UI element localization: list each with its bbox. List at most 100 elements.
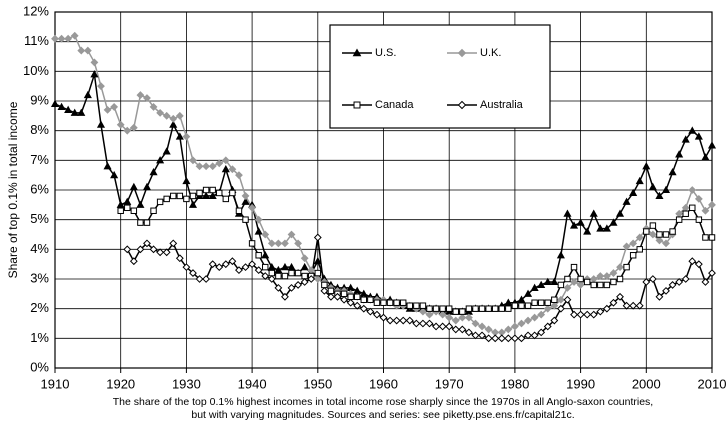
data-point [340, 295, 348, 304]
data-point [497, 334, 506, 343]
data-point [465, 305, 473, 312]
data-point [288, 269, 295, 277]
legend-label: Australia [480, 99, 524, 111]
data-point [635, 301, 644, 310]
data-point [590, 281, 597, 289]
data-point [110, 170, 119, 179]
data-point [235, 266, 243, 275]
legend-marker [457, 100, 467, 110]
data-point [188, 200, 198, 208]
data-point [537, 299, 545, 306]
data-point [70, 108, 79, 116]
data-point [524, 331, 532, 340]
data-point [248, 240, 256, 247]
data-point [196, 189, 203, 197]
data-point [530, 313, 539, 322]
data-point [208, 260, 217, 269]
data-point [77, 108, 86, 116]
data-point [83, 90, 92, 99]
data-point [459, 308, 466, 315]
data-point [662, 286, 670, 295]
data-point [485, 305, 492, 312]
data-point [90, 58, 99, 67]
data-point [504, 298, 513, 306]
data-point [248, 203, 257, 212]
data-point [129, 123, 138, 132]
data-point [438, 322, 447, 331]
data-point [169, 114, 178, 123]
data-point [136, 91, 145, 99]
data-point [655, 191, 664, 199]
data-point [543, 322, 552, 331]
data-point [702, 234, 709, 241]
data-point [64, 34, 73, 43]
data-point [518, 302, 525, 309]
data-point [569, 221, 579, 229]
data-point [465, 328, 473, 337]
data-point [313, 256, 322, 265]
data-point [367, 296, 374, 303]
data-point [432, 322, 440, 331]
x-tick-label: 1910 [41, 376, 70, 391]
data-point [471, 331, 480, 340]
y-axis-label: Share of top 0.1% in total income [6, 101, 20, 278]
data-point [359, 304, 368, 313]
data-point [708, 200, 716, 209]
data-point [648, 230, 657, 239]
data-point [426, 305, 433, 312]
data-point [635, 233, 644, 242]
data-point [228, 165, 237, 174]
data-point [589, 209, 598, 217]
data-point [354, 293, 361, 301]
y-tick-label: 0% [30, 359, 49, 374]
data-point [353, 301, 362, 310]
data-point [313, 275, 322, 283]
data-point [510, 322, 519, 331]
data-point [262, 263, 269, 271]
data-point [472, 305, 479, 312]
data-point [320, 286, 329, 295]
legend-box [329, 24, 551, 129]
data-point [275, 272, 282, 280]
data-point [537, 280, 546, 288]
data-point [103, 105, 112, 114]
data-point [123, 245, 132, 254]
data-point [129, 257, 138, 266]
data-point [551, 296, 558, 303]
data-point [267, 262, 276, 271]
data-point [202, 162, 211, 171]
y-tick-label: 10% [23, 63, 49, 78]
data-point [170, 192, 177, 200]
data-point [77, 46, 86, 55]
data-point [550, 277, 559, 286]
data-point [478, 305, 486, 312]
y-tick-label: 3% [30, 270, 49, 285]
data-point [452, 308, 459, 315]
data-point [182, 263, 191, 272]
data-point [701, 153, 710, 161]
data-point [301, 272, 308, 280]
data-point [182, 132, 191, 141]
data-point [280, 262, 289, 271]
x-tick-label: 1930 [172, 376, 201, 391]
data-point [682, 210, 689, 217]
data-point [202, 275, 211, 283]
data-point [216, 189, 223, 197]
x-tick-label: 1970 [435, 376, 464, 391]
data-point [511, 302, 519, 309]
y-tick-label: 12% [23, 3, 49, 18]
data-point [300, 254, 309, 263]
data-point [183, 195, 190, 203]
legend-label: Canada [375, 99, 414, 111]
data-point [524, 316, 532, 325]
data-point [622, 197, 631, 205]
data-point [136, 200, 145, 208]
data-point [405, 316, 414, 325]
data-point [629, 239, 638, 248]
data-point [629, 188, 638, 197]
data-point [274, 283, 283, 292]
data-point [662, 231, 670, 238]
data-point [616, 275, 624, 283]
data-point [156, 248, 165, 257]
data-point [241, 197, 250, 205]
